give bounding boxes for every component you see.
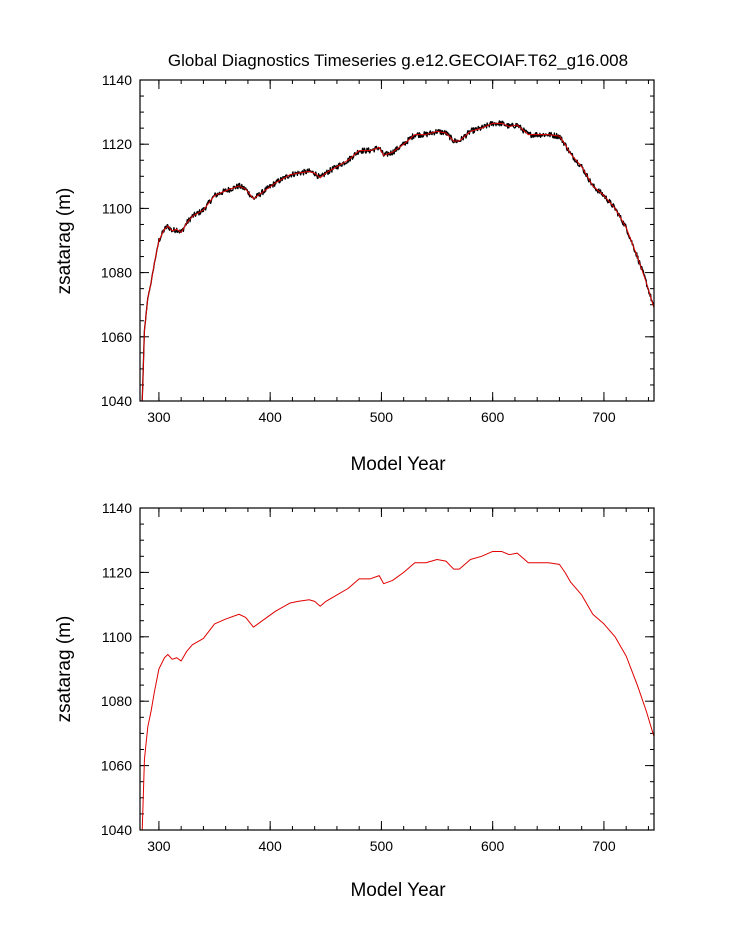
figure-title: Global Diagnostics Timeseries g.e12.GECO… <box>168 51 628 70</box>
bottom-y-tick-label: 1040 <box>101 822 132 838</box>
top-plot-area: 300 400 500 600 700 1040 1060 1080 1100 1120 1140 <box>101 72 655 425</box>
top-y-axis-title: zsatarag (m) <box>54 188 75 295</box>
top-plot-frame <box>139 79 655 402</box>
bottom-y-axis-title: zsatarag (m) <box>54 616 75 723</box>
bottom-plot-area: 300 400 500 600 700 1040 1060 1080 1100 1120 1140 <box>101 500 655 854</box>
top-series-line-raw <box>141 120 655 401</box>
bottom-x-tick-label: 700 <box>592 838 616 854</box>
top-x-tick-label: 700 <box>592 409 616 425</box>
top-y-tick-label: 1140 <box>102 72 132 88</box>
top-panel: 300 400 500 600 700104010601080110011201140 … <box>54 72 655 475</box>
bottom-x-tick-label: 600 <box>481 838 505 854</box>
top-x-tick-label: 300 <box>147 409 171 425</box>
bottom-x-tick-label: 400 <box>258 838 282 854</box>
bottom-y-tick-label: 1140 <box>102 500 132 516</box>
top-x-tick-label: 500 <box>370 409 394 425</box>
bottom-panel: 300 400 500 600 700104010601080110011201140 … <box>54 500 655 901</box>
bottom-y-tick-label: 1120 <box>102 564 132 580</box>
top-x-axis-title: Model Year <box>350 454 446 475</box>
top-y-tick-label: 1120 <box>102 136 132 152</box>
bottom-series-line-smoothed <box>141 550 655 831</box>
bottom-y-tick-label: 1100 <box>102 629 132 645</box>
top-y-tick-label: 1100 <box>102 200 132 216</box>
bottom-y-tick-label: 1080 <box>101 693 132 709</box>
top-y-tick-label: 1040 <box>101 393 132 409</box>
bottom-x-tick-label: 500 <box>370 838 394 854</box>
top-y-tick-label: 1080 <box>101 265 132 281</box>
top-series-line-smoothed <box>141 122 655 402</box>
top-x-tick-label: 600 <box>481 409 505 425</box>
bottom-plot-frame <box>139 507 655 831</box>
bottom-x-axis-title: Model Year <box>350 880 446 901</box>
bottom-y-tick-label: 1060 <box>101 758 132 774</box>
top-y-tick-label: 1060 <box>101 329 132 345</box>
top-x-tick-label: 400 <box>258 409 282 425</box>
bottom-x-tick-label: 300 <box>147 838 171 854</box>
